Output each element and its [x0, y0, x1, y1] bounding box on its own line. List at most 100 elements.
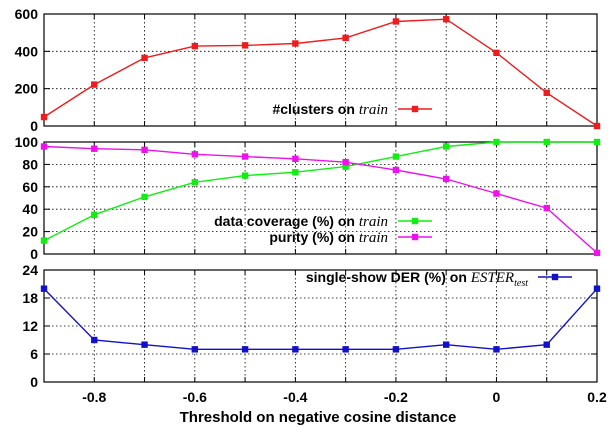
series-line [43, 288, 598, 351]
legend-label: purity (%) on train [269, 229, 388, 246]
legend-label: single-show DER (%) on ESTERtest [306, 269, 528, 289]
data-point [593, 122, 601, 130]
data-point [40, 285, 48, 292]
data-point [543, 138, 550, 146]
data-point [342, 158, 349, 166]
data-point [292, 155, 299, 162]
data-point [392, 153, 400, 160]
data-point [91, 211, 98, 218]
y-tick-label: 12 [22, 318, 38, 334]
data-point [593, 138, 601, 146]
y-tick-label: 40 [22, 201, 38, 217]
y-tick-label: 24 [22, 262, 38, 278]
x-tick-label: -0.8 [82, 389, 106, 405]
y-tick-label: 100 [15, 134, 39, 150]
y-tick-label: 600 [15, 6, 39, 22]
data-point [241, 172, 249, 179]
data-point [342, 163, 349, 170]
series-2 [40, 143, 601, 257]
y-tick-label: 0 [30, 374, 38, 390]
legend-label: data coverage (%) on train [214, 213, 388, 230]
data-point [141, 146, 148, 154]
data-point [40, 143, 48, 150]
data-point [392, 346, 400, 353]
y-tick-label: 0 [30, 118, 38, 134]
legend-entry: single-show DER (%) on ESTERtest [306, 269, 572, 289]
legend-entry: data coverage (%) on train [214, 213, 432, 230]
y-tick-label: 200 [15, 81, 39, 97]
grid [44, 270, 597, 382]
series-1 [40, 285, 601, 353]
legend-label: #clusters on train [272, 101, 388, 118]
data-point [292, 40, 299, 47]
legend-swatch-marker [411, 233, 419, 241]
y-tick-label: 80 [22, 156, 38, 172]
data-point [442, 16, 450, 23]
data-point [141, 193, 148, 201]
legend-swatch-marker [411, 217, 419, 225]
data-point [241, 346, 249, 353]
series-line [43, 18, 598, 127]
y-tick-label: 18 [22, 290, 38, 306]
grid [44, 14, 597, 126]
y-tick-label: 0 [30, 246, 38, 262]
x-tick-label: 0.2 [587, 389, 607, 405]
x-tick-label: -0.6 [183, 389, 207, 405]
data-point [91, 81, 98, 88]
data-point [593, 285, 601, 292]
data-point [442, 175, 450, 183]
plot-frame [43, 141, 598, 255]
legend-swatch-marker [411, 105, 419, 113]
data-point [292, 346, 299, 353]
y-tick-label: 20 [22, 224, 38, 240]
data-point [442, 143, 450, 150]
data-point [392, 18, 400, 25]
data-point [191, 346, 199, 353]
data-point [543, 341, 550, 348]
series-line [43, 141, 597, 242]
panel-3: 0 6 12 18 24 single-show DER (%) on ESTERtest… [22, 262, 607, 405]
x-tick-label: -0.2 [384, 389, 408, 405]
data-point [342, 34, 349, 42]
series-1 [40, 138, 601, 244]
grid [44, 142, 597, 254]
panel-1: 0 200 400 600 #clusters on train [15, 6, 601, 134]
data-point [40, 113, 48, 121]
data-point [342, 346, 349, 353]
legend-entry: purity (%) on train [269, 229, 432, 246]
data-point [442, 341, 450, 348]
data-point [241, 42, 249, 49]
data-point [191, 42, 199, 50]
y-axis: 0 6 12 18 24 [22, 262, 597, 390]
data-point [241, 153, 249, 160]
data-point [543, 204, 550, 212]
y-tick-label: 6 [30, 346, 38, 362]
data-point [191, 179, 199, 186]
data-point [593, 249, 601, 257]
x-axis-title: Threshold on negative cosine distance [180, 409, 457, 426]
y-axis: 0 200 400 600 [15, 6, 597, 134]
x-axis: -0.8 -0.6 -0.4 -0.2 0 0.2 [82, 389, 607, 405]
data-point [141, 54, 148, 62]
data-point [292, 169, 299, 176]
x-tick-label: 0 [493, 389, 501, 405]
legend-entry: #clusters on train [272, 101, 432, 118]
data-point [493, 49, 500, 57]
data-point [493, 138, 500, 146]
y-tick-label: 60 [22, 179, 38, 195]
data-point [392, 166, 400, 174]
data-point [493, 346, 500, 353]
panel-2: 0 20 40 60 80 100 data coverage (%) on trainpu… [15, 134, 601, 262]
data-point [191, 151, 199, 158]
y-tick-label: 400 [15, 43, 39, 59]
data-point [543, 89, 550, 96]
series-1 [40, 16, 601, 130]
x-tick-label: -0.4 [283, 389, 307, 405]
plot-frame [43, 13, 598, 127]
data-point [91, 336, 98, 344]
series-line [43, 145, 598, 254]
data-point [141, 341, 148, 348]
data-point [91, 145, 98, 152]
